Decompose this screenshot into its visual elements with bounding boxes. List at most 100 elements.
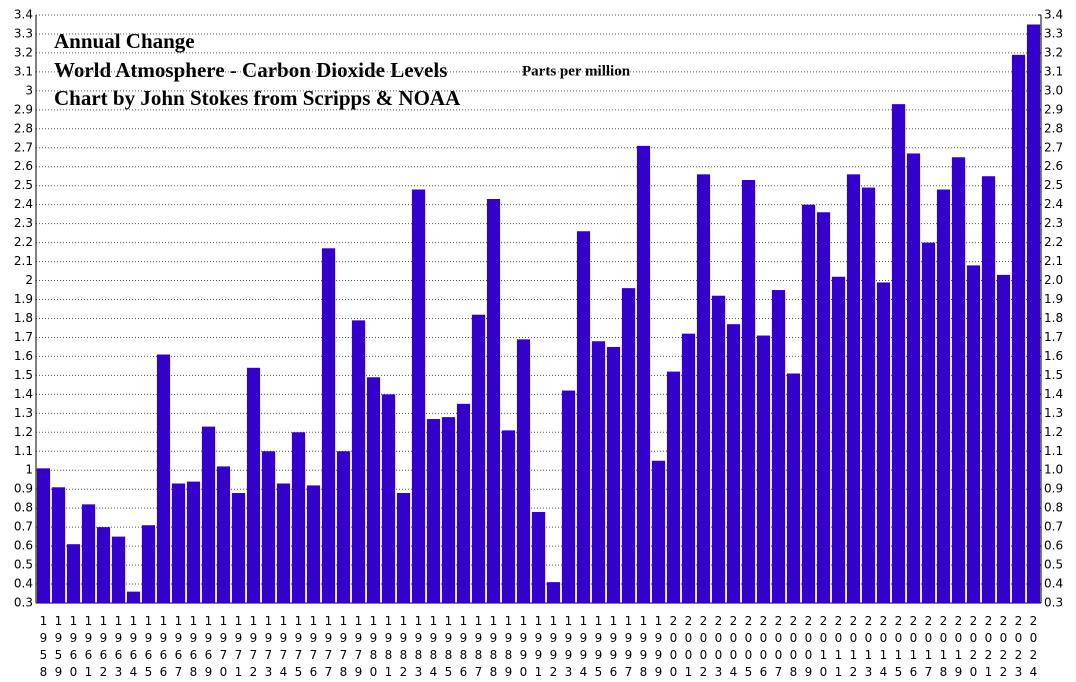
x-tick-label: 1980 [367,614,381,682]
bar [366,377,381,603]
y-tick-label: 3.4 [14,8,33,22]
bar [486,198,501,603]
y2-tick-label: 2.7 [1044,140,1063,154]
x-tick-label: 1961 [82,614,96,682]
x-tick-label: 2015 [892,614,906,682]
bar [756,335,771,603]
x-tick-label: 1969 [202,614,216,682]
y-tick-label: 1.7 [14,330,33,344]
y2-tick-label: 1.9 [1044,292,1063,306]
bar [186,481,201,603]
x-tick-label: 2022 [997,614,1011,682]
bar [966,265,981,603]
y-tick-label: 1.9 [14,292,33,306]
bar [501,430,516,603]
bar [891,104,906,604]
y2-tick-label: 1.0 [1044,463,1063,477]
y-tick-label: 2.2 [14,235,33,249]
x-tick-label: 1989 [502,614,516,682]
bar [846,174,861,603]
bar [246,367,261,603]
x-tick-label: 1988 [487,614,501,682]
x-tick-label: 1981 [382,614,396,682]
bar [681,333,696,603]
y2-tick-label: 2.9 [1044,102,1063,116]
y-tick-label: 0.4 [14,577,33,591]
y2-tick-label: 2.8 [1044,121,1063,135]
x-tick-label: 1966 [157,614,171,682]
x-tick-label: 2013 [862,614,876,682]
x-tick-label: 1979 [352,614,366,682]
y-tick-label: 0.7 [14,520,33,534]
y-tick-label: 2.7 [14,140,33,154]
bar [906,153,921,603]
bar [96,527,111,603]
y2-tick-label: 3.2 [1044,45,1063,59]
y2-tick-label: 1.6 [1044,349,1063,363]
y-tick-label: 3.3 [14,26,33,40]
x-tick-label: 2020 [967,614,981,682]
y-tick-label: 2.9 [14,102,33,116]
y-tick-label: 2.4 [14,197,33,211]
bar [351,320,366,603]
bar [321,248,336,603]
y-tick-label: 2 [25,273,33,287]
x-tick-label: 1963 [112,614,126,682]
x-tick-label: 2024 [1027,614,1041,682]
y-tick-label: 0.8 [14,501,33,515]
x-tick-label: 1995 [592,614,606,682]
y2-tick-label: 1.7 [1044,330,1063,344]
x-tick-label: 2012 [847,614,861,682]
x-tick-label: 1965 [142,614,156,682]
x-tick-label: 2008 [787,614,801,682]
bar [261,451,276,603]
y-tick-label: 1.6 [14,349,33,363]
bar [306,485,321,603]
x-tick-label: 1978 [337,614,351,682]
x-tick-label: 2017 [922,614,936,682]
bar [441,417,456,603]
bar [36,468,51,603]
bar [696,174,711,603]
y2-tick-label: 3.3 [1044,26,1063,40]
y-tick-label: 0.3 [14,596,33,610]
x-tick-label: 2004 [727,614,741,682]
y2-tick-label: 0.7 [1044,520,1063,534]
x-tick-label: 1996 [607,614,621,682]
y2-tick-label: 1.2 [1044,425,1063,439]
bar [606,346,621,603]
y-tick-label: 0.6 [14,539,33,553]
x-tick-label: 1991 [532,614,546,682]
x-tick-label: 1971 [232,614,246,682]
x-tick-label: 1967 [172,614,186,682]
x-tick-label: 2007 [772,614,786,682]
y2-tick-label: 0.4 [1044,577,1063,591]
bar [666,371,681,603]
x-tick-label: 2016 [907,614,921,682]
bar [471,314,486,603]
y2-tick-label: 0.6 [1044,539,1063,553]
bar [141,525,156,603]
y-tick-label: 1.4 [14,387,33,401]
bar [51,487,66,603]
x-tick-label: 2009 [802,614,816,682]
bar [201,426,216,603]
x-tick-label: 2021 [982,614,996,682]
bar [531,511,546,603]
x-tick-label: 1977 [322,614,336,682]
bar [636,145,651,603]
bar [336,451,351,603]
x-tick-label: 1993 [562,614,576,682]
x-tick-label: 1958 [37,614,51,682]
y-tick-label: 1.5 [14,368,33,382]
bar [951,157,966,604]
bar [831,276,846,603]
bar [996,274,1011,603]
y-tick-label: 3.1 [14,64,33,78]
x-tick-label: 2011 [832,614,846,682]
bar [216,466,231,603]
x-tick-label: 1992 [547,614,561,682]
x-tick-label: 1970 [217,614,231,682]
bar [1011,54,1026,603]
